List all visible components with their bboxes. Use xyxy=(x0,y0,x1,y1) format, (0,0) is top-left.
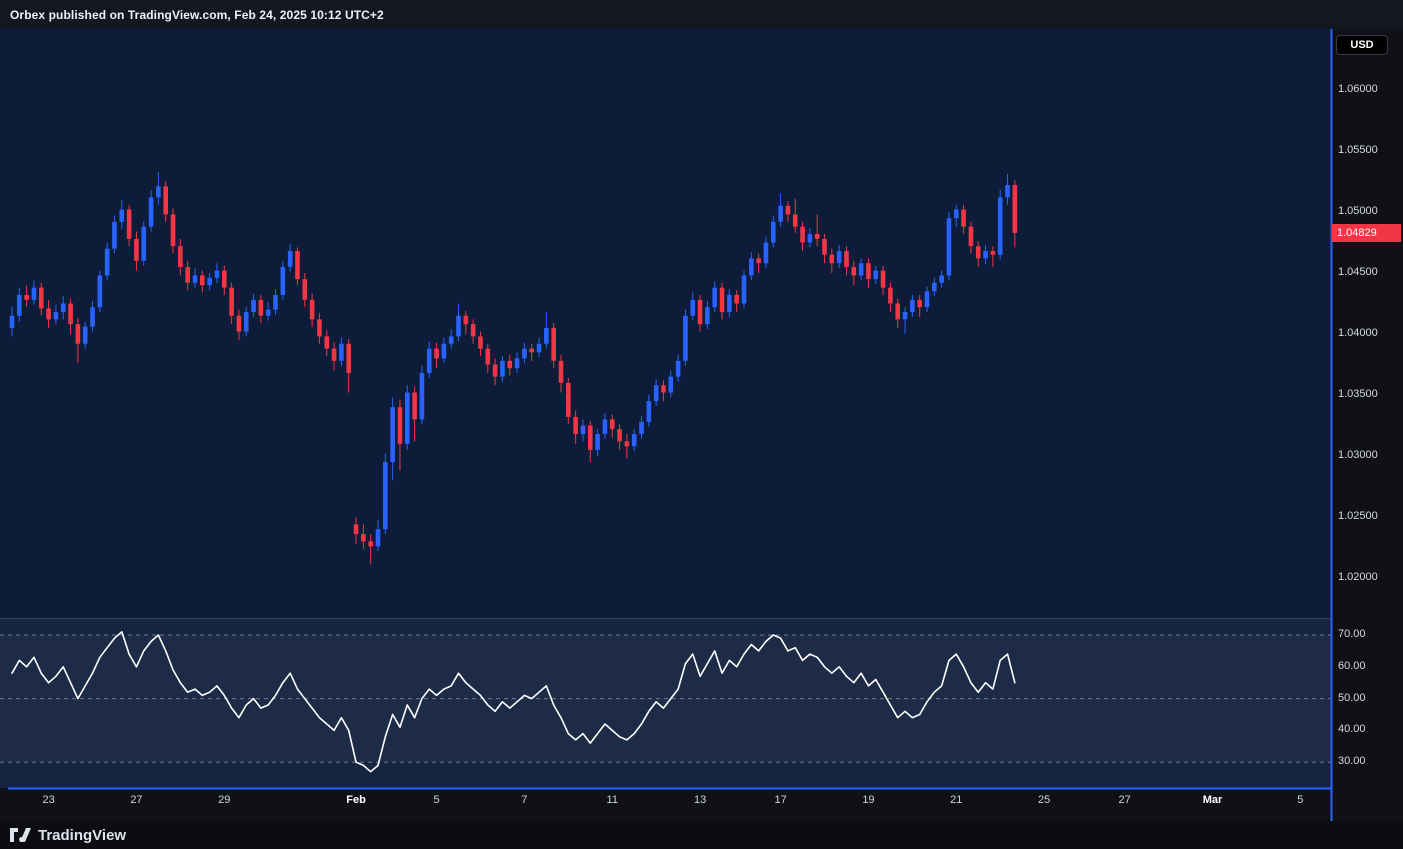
price-axis-label: 1.02000 xyxy=(1338,571,1378,583)
time-axis-label: 27 xyxy=(130,794,143,806)
time-axis[interactable]: 23 27 29 Feb 5 7 11 13 17 19 21 25 27 Mar 5 xyxy=(0,788,1331,821)
time-axis-label: 29 xyxy=(218,794,231,806)
time-axis-label: 17 xyxy=(774,794,787,806)
rsi-pane[interactable] xyxy=(0,618,1331,788)
currency-badge[interactable]: USD xyxy=(1336,35,1388,55)
time-axis-label: Mar xyxy=(1202,794,1223,806)
time-axis-label: Feb xyxy=(346,794,366,806)
tradingview-brand-text[interactable]: TradingView xyxy=(38,826,127,844)
price-axis-label: 1.03500 xyxy=(1338,388,1378,400)
rsi-axis-label: 30.00 xyxy=(1338,755,1366,768)
price-axis-label: 1.06000 xyxy=(1338,83,1378,95)
price-axis-label: 1.03000 xyxy=(1338,449,1378,461)
price-axis-label: 1.04000 xyxy=(1338,327,1378,339)
time-axis-label: 13 xyxy=(693,794,707,806)
time-axis-label: 7 xyxy=(521,794,528,806)
top-attribution-bar: Orbex published on TradingView.com, Feb … xyxy=(0,0,1403,29)
price-axis-label: 1.02500 xyxy=(1338,510,1378,522)
time-axis-label: 25 xyxy=(1037,794,1051,806)
price-axis-label: 1.04500 xyxy=(1338,266,1378,278)
time-axis-label: 19 xyxy=(862,794,875,806)
brand-bar: TradingView xyxy=(0,821,1403,849)
tradingview-logo-icon[interactable] xyxy=(10,828,31,842)
rsi-axis-label: 40.00 xyxy=(1338,723,1366,736)
price-axis-label: 1.05500 xyxy=(1338,144,1378,156)
last-price-badge: 1.04829 xyxy=(1332,223,1401,242)
price-axis-label: 1.05000 xyxy=(1338,205,1378,217)
time-axis-label: 21 xyxy=(950,794,963,806)
price-axis[interactable]: USD 1.04829 1.06000 1.05500 1.05000 1.04500… xyxy=(1331,29,1403,821)
time-axis-label: 23 xyxy=(42,794,55,806)
rsi-axis-label: 70.00 xyxy=(1338,628,1366,640)
chart-attribution: Orbex published on TradingView.com, Feb … xyxy=(10,7,384,22)
price-pane[interactable] xyxy=(0,29,1331,618)
time-axis-label: 5 xyxy=(433,794,440,806)
rsi-axis-label: 50.00 xyxy=(1338,691,1366,704)
time-axis-label: 5 xyxy=(1297,794,1304,806)
time-axis-label: 27 xyxy=(1118,794,1131,806)
time-axis-label: 11 xyxy=(606,794,618,806)
rsi-axis-label: 60.00 xyxy=(1338,659,1366,672)
